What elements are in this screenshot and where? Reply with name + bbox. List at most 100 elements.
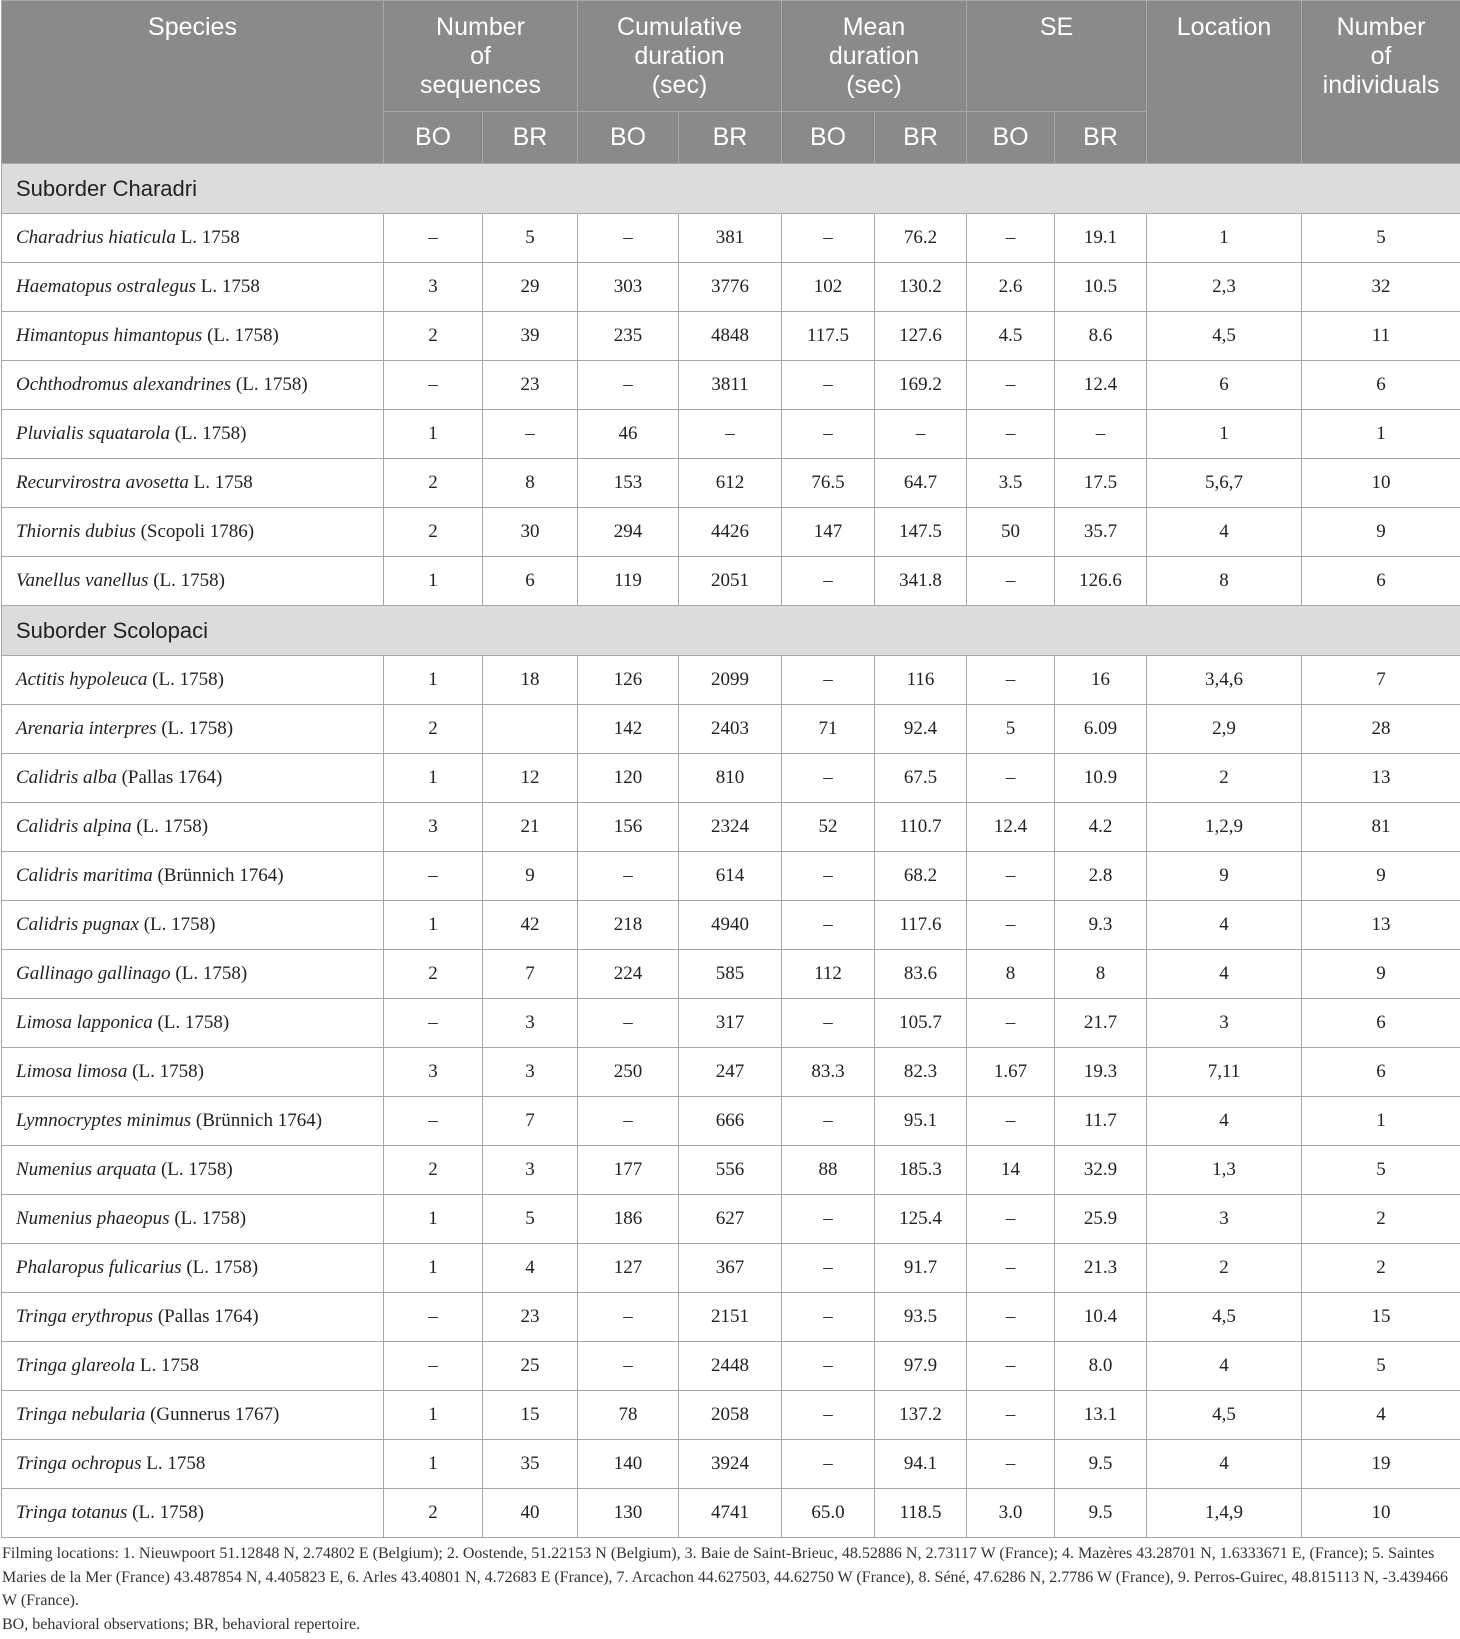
cell-mean-br: 137.2 — [873, 1390, 968, 1440]
cell-cum-bo: 153 — [577, 458, 679, 508]
cell-mean-br: 97.9 — [873, 1341, 968, 1391]
subheader-br: BR — [482, 111, 578, 164]
cell-individuals: 19 — [1301, 1439, 1460, 1489]
species-binomial: Haematopus ostralegus — [16, 276, 196, 297]
cell-cum-bo: 126 — [577, 655, 679, 705]
cell-seq-br: 15 — [482, 1390, 578, 1440]
cell-cum-bo: 142 — [577, 704, 679, 754]
table-row: Tringa totanus (L. 1758) 2 40 130 4741 65.0 11… — [1, 1488, 1460, 1538]
species-binomial: Ochthodromus alexandrines — [16, 374, 232, 395]
species-binomial: Recurvirostra avosetta — [16, 472, 189, 493]
cell-mean-br: 125.4 — [873, 1194, 968, 1244]
cell-seq-br: 3 — [482, 998, 578, 1048]
cell-seq-bo: 2 — [383, 311, 483, 361]
cell-se-bo: – — [966, 655, 1056, 705]
cell-se-bo: 8 — [966, 949, 1056, 999]
cell-se-bo: 2.6 — [966, 262, 1056, 312]
cell-individuals: 6 — [1301, 556, 1460, 606]
species-binomial: Gallinago gallinago — [16, 963, 171, 984]
cell-seq-br — [482, 704, 578, 754]
cell-location: 2 — [1146, 753, 1303, 803]
cell-location: 4 — [1146, 1096, 1303, 1146]
cell-mean-br: 76.2 — [873, 213, 968, 263]
header-mean-duration: Mean duration (sec) — [780, 0, 968, 112]
cell-seq-br: 35 — [482, 1439, 578, 1489]
cell-seq-bo: 2 — [383, 704, 483, 754]
cell-mean-br: 116 — [873, 655, 968, 705]
species-cell: Calidris alpina (L. 1758) — [1, 802, 384, 852]
cell-seq-br: 7 — [482, 1096, 578, 1146]
cell-cum-bo: – — [577, 1096, 679, 1146]
species-binomial: Tringa erythropus — [16, 1306, 154, 1327]
cell-location: 8 — [1146, 556, 1303, 606]
cell-cum-bo: 224 — [577, 949, 679, 999]
cell-cum-br: 4848 — [678, 311, 782, 361]
cell-se-br: 9.5 — [1054, 1488, 1148, 1538]
table-row: Arenaria interpres (L. 1758) 2 142 2403 71 92… — [1, 704, 1460, 754]
cell-se-bo: 12.4 — [966, 802, 1056, 852]
cell-mean-bo: – — [781, 409, 875, 459]
cell-cum-bo: – — [577, 1341, 679, 1391]
cell-se-br: 9.5 — [1054, 1439, 1148, 1489]
cell-mean-bo: – — [781, 360, 875, 410]
cell-individuals: 11 — [1301, 311, 1460, 361]
group-label: Suborder Charadri — [0, 163, 1460, 214]
cell-cum-bo: 218 — [577, 900, 679, 950]
subheader-bo: BO — [966, 111, 1056, 164]
table-row: Calidris maritima (Brünnich 1764) –9–614–… — [1, 851, 1460, 901]
species-cell: Vanellus vanellus (L. 1758) — [1, 556, 384, 606]
cell-location: 1 — [1146, 213, 1303, 263]
cell-location: 1,4,9 — [1146, 1488, 1303, 1538]
cell-seq-br: 42 — [482, 900, 578, 950]
cell-se-br: 19.1 — [1054, 213, 1148, 263]
cell-cum-br: 367 — [678, 1243, 782, 1293]
cell-mean-bo: 65.0 — [781, 1488, 875, 1538]
species-binomial: Charadrius hiaticula — [16, 227, 176, 248]
species-binomial: Lymnocryptes minimus — [16, 1110, 192, 1131]
species-authority: (L. 1758) — [202, 325, 279, 346]
cell-location: 4 — [1146, 949, 1303, 999]
cell-mean-bo: – — [781, 753, 875, 803]
cell-mean-br: 95.1 — [873, 1096, 968, 1146]
cell-se-br: 8 — [1054, 949, 1148, 999]
species-authority: (L. 1758) — [127, 1061, 204, 1082]
header-number-of-individuals: Number of individuals — [1301, 0, 1460, 164]
table-row: Himantopus himantopus (L. 1758) 2 39 235 484… — [1, 311, 1460, 361]
header-species: Species — [1, 0, 384, 164]
cell-mean-br: 83.6 — [873, 949, 968, 999]
cell-seq-br: 6 — [482, 556, 578, 606]
cell-se-bo: – — [966, 753, 1056, 803]
cell-se-br: 21.3 — [1054, 1243, 1148, 1293]
table-row: Numenius phaeopus (L. 1758) 1 5 186 627–125.… — [1, 1194, 1460, 1244]
cell-se-br: 21.7 — [1054, 998, 1148, 1048]
cell-individuals: 4 — [1301, 1390, 1460, 1440]
cell-cum-br: 556 — [678, 1145, 782, 1195]
cell-se-br: 126.6 — [1054, 556, 1148, 606]
cell-mean-br: 117.6 — [873, 900, 968, 950]
species-cell: Tringa erythropus (Pallas 1764) — [1, 1292, 384, 1342]
cell-mean-bo: – — [781, 851, 875, 901]
cell-seq-br: 30 — [482, 507, 578, 557]
cell-individuals: 10 — [1301, 458, 1460, 508]
cell-individuals: 81 — [1301, 802, 1460, 852]
cell-mean-bo: – — [781, 1194, 875, 1244]
cell-seq-bo: 2 — [383, 507, 483, 557]
cell-seq-br: 5 — [482, 213, 578, 263]
species-cell: Himantopus himantopus (L. 1758) — [1, 311, 384, 361]
cell-individuals: 6 — [1301, 998, 1460, 1048]
cell-cum-bo: 140 — [577, 1439, 679, 1489]
table-row: Ochthodromus alexandrines (L. 1758) –23–3… — [1, 360, 1460, 410]
subheader-bo: BO — [577, 111, 679, 164]
cell-cum-bo: 78 — [577, 1390, 679, 1440]
cell-cum-bo: 119 — [577, 556, 679, 606]
cell-mean-br: 94.1 — [873, 1439, 968, 1489]
species-binomial: Arenaria interpres — [16, 718, 157, 739]
cell-cum-bo: 46 — [577, 409, 679, 459]
cell-seq-br: 4 — [482, 1243, 578, 1293]
cell-mean-bo: – — [781, 1096, 875, 1146]
cell-cum-br: 585 — [678, 949, 782, 999]
cell-mean-bo: – — [781, 556, 875, 606]
subheader-br: BR — [873, 111, 968, 164]
cell-seq-bo: 3 — [383, 262, 483, 312]
cell-cum-br: 4940 — [678, 900, 782, 950]
